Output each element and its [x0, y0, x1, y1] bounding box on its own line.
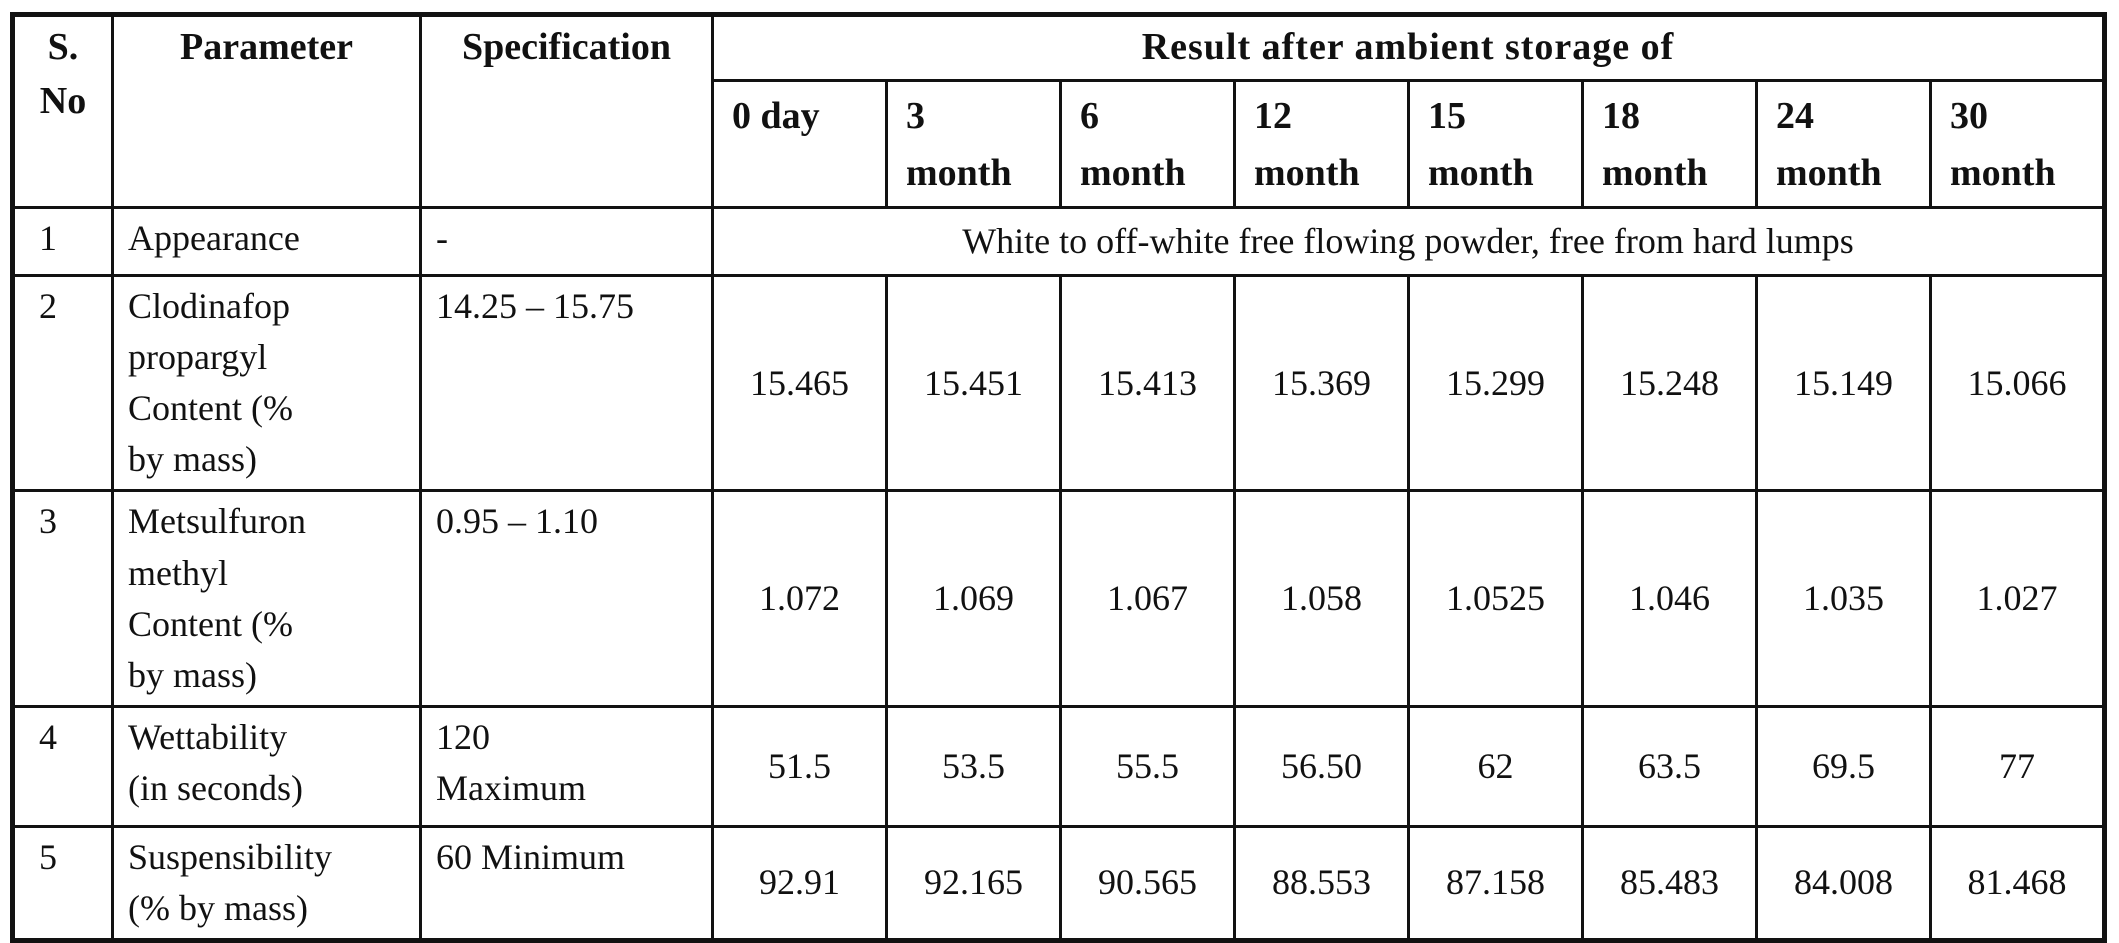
row2-value-30month: 15.066 [1928, 273, 2107, 493]
header-storage-15-month: 15 month [1407, 78, 1584, 209]
row3-value-15month: 1.0525 [1407, 489, 1584, 708]
row5-value-3month: 92.165 [885, 824, 1062, 943]
header-specification: Specification [419, 13, 714, 209]
row1-merged-result: White to off-white free flowing powder, … [710, 205, 2107, 277]
row4-value-3month: 53.5 [885, 704, 1062, 828]
row3-value-0day: 1.072 [711, 489, 888, 708]
row2-value-12month: 15.369 [1233, 273, 1410, 493]
row4-parameter: Wettability (in seconds) [111, 704, 422, 828]
row4-value-30month: 77 [1928, 704, 2107, 828]
row4-value-15month: 62 [1407, 704, 1584, 828]
table-row-wettability: 4 Wettability (in seconds) 120 Maximum 5… [11, 704, 2107, 828]
row5-value-0day: 92.91 [711, 824, 888, 943]
row4-value-24month: 69.5 [1755, 704, 1932, 828]
row4-sno: 4 [11, 704, 114, 828]
table-row-clodinafop: 2 Clodinafop propargyl Content (% by mas… [11, 273, 2107, 493]
header-storage-24-month: 24 month [1755, 78, 1932, 209]
header-parameter: Parameter [111, 13, 422, 209]
row2-value-0day: 15.465 [711, 273, 888, 493]
document-page: S. No Parameter Specification Result aft… [10, 12, 2108, 943]
header-storage-18-month: 18 month [1581, 78, 1758, 209]
table-row-suspensibility: 5 Suspensibility (% by mass) 60 Minimum … [11, 824, 2107, 943]
row3-value-12month: 1.058 [1233, 489, 1410, 708]
row5-value-30month: 81.468 [1928, 824, 2107, 943]
row5-value-24month: 84.008 [1755, 824, 1932, 943]
row3-value-30month: 1.027 [1928, 489, 2107, 708]
header-row-group: S. No Parameter Specification Result aft… [11, 13, 2107, 209]
row3-value-3month: 1.069 [885, 489, 1062, 708]
header-storage-6-month: 6 month [1059, 78, 1236, 209]
row3-sno: 3 [11, 489, 114, 708]
table-row-metsulfuron: 3 Metsulfuron methyl Content (% by mass)… [11, 489, 2107, 708]
header-sno: S. No [11, 13, 114, 209]
row2-value-18month: 15.248 [1581, 273, 1758, 493]
row2-sno: 2 [11, 273, 114, 493]
row4-specification: 120 Maximum [419, 704, 714, 828]
header-storage-30-month: 30 month [1928, 78, 2107, 209]
row3-value-6month: 1.067 [1059, 489, 1236, 708]
row4-value-12month: 56.50 [1233, 704, 1410, 828]
row2-value-15month: 15.299 [1407, 273, 1584, 493]
row4-value-18month: 63.5 [1581, 704, 1758, 828]
row5-value-6month: 90.565 [1059, 824, 1236, 943]
row1-sno: 1 [11, 205, 114, 277]
row3-specification: 0.95 – 1.10 [419, 489, 714, 708]
row2-value-6month: 15.413 [1059, 273, 1236, 493]
row5-value-12month: 88.553 [1233, 824, 1410, 943]
row5-value-18month: 85.483 [1581, 824, 1758, 943]
row2-specification: 14.25 – 15.75 [419, 273, 714, 493]
header-storage-12-month: 12 month [1233, 78, 1410, 209]
row3-parameter: Metsulfuron methyl Content (% by mass) [111, 489, 422, 708]
header-storage-0-day: 0 day [711, 78, 888, 209]
stability-table: S. No Parameter Specification Result aft… [10, 12, 2108, 943]
row5-specification: 60 Minimum [419, 824, 714, 943]
row1-parameter: Appearance [111, 205, 422, 277]
row2-value-24month: 15.149 [1755, 273, 1932, 493]
row5-parameter: Suspensibility (% by mass) [111, 824, 422, 943]
header-result-group: Result after ambient storage of [710, 13, 2107, 82]
header-storage-3-month: 3 month [885, 78, 1062, 209]
row2-parameter: Clodinafop propargyl Content (% by mass) [111, 273, 422, 493]
row1-specification: - [419, 205, 714, 277]
row3-value-24month: 1.035 [1755, 489, 1932, 708]
header-row-storage: 0 day 3 month 6 month 12 month 15 month … [13, 78, 2107, 209]
row5-value-15month: 87.158 [1407, 824, 1584, 943]
row4-value-0day: 51.5 [711, 704, 888, 828]
row4-value-6month: 55.5 [1059, 704, 1236, 828]
table-row-appearance: 1 Appearance - White to off-white free f… [11, 205, 2107, 277]
row3-value-18month: 1.046 [1581, 489, 1758, 708]
row5-sno: 5 [11, 824, 114, 943]
row2-value-3month: 15.451 [885, 273, 1062, 493]
